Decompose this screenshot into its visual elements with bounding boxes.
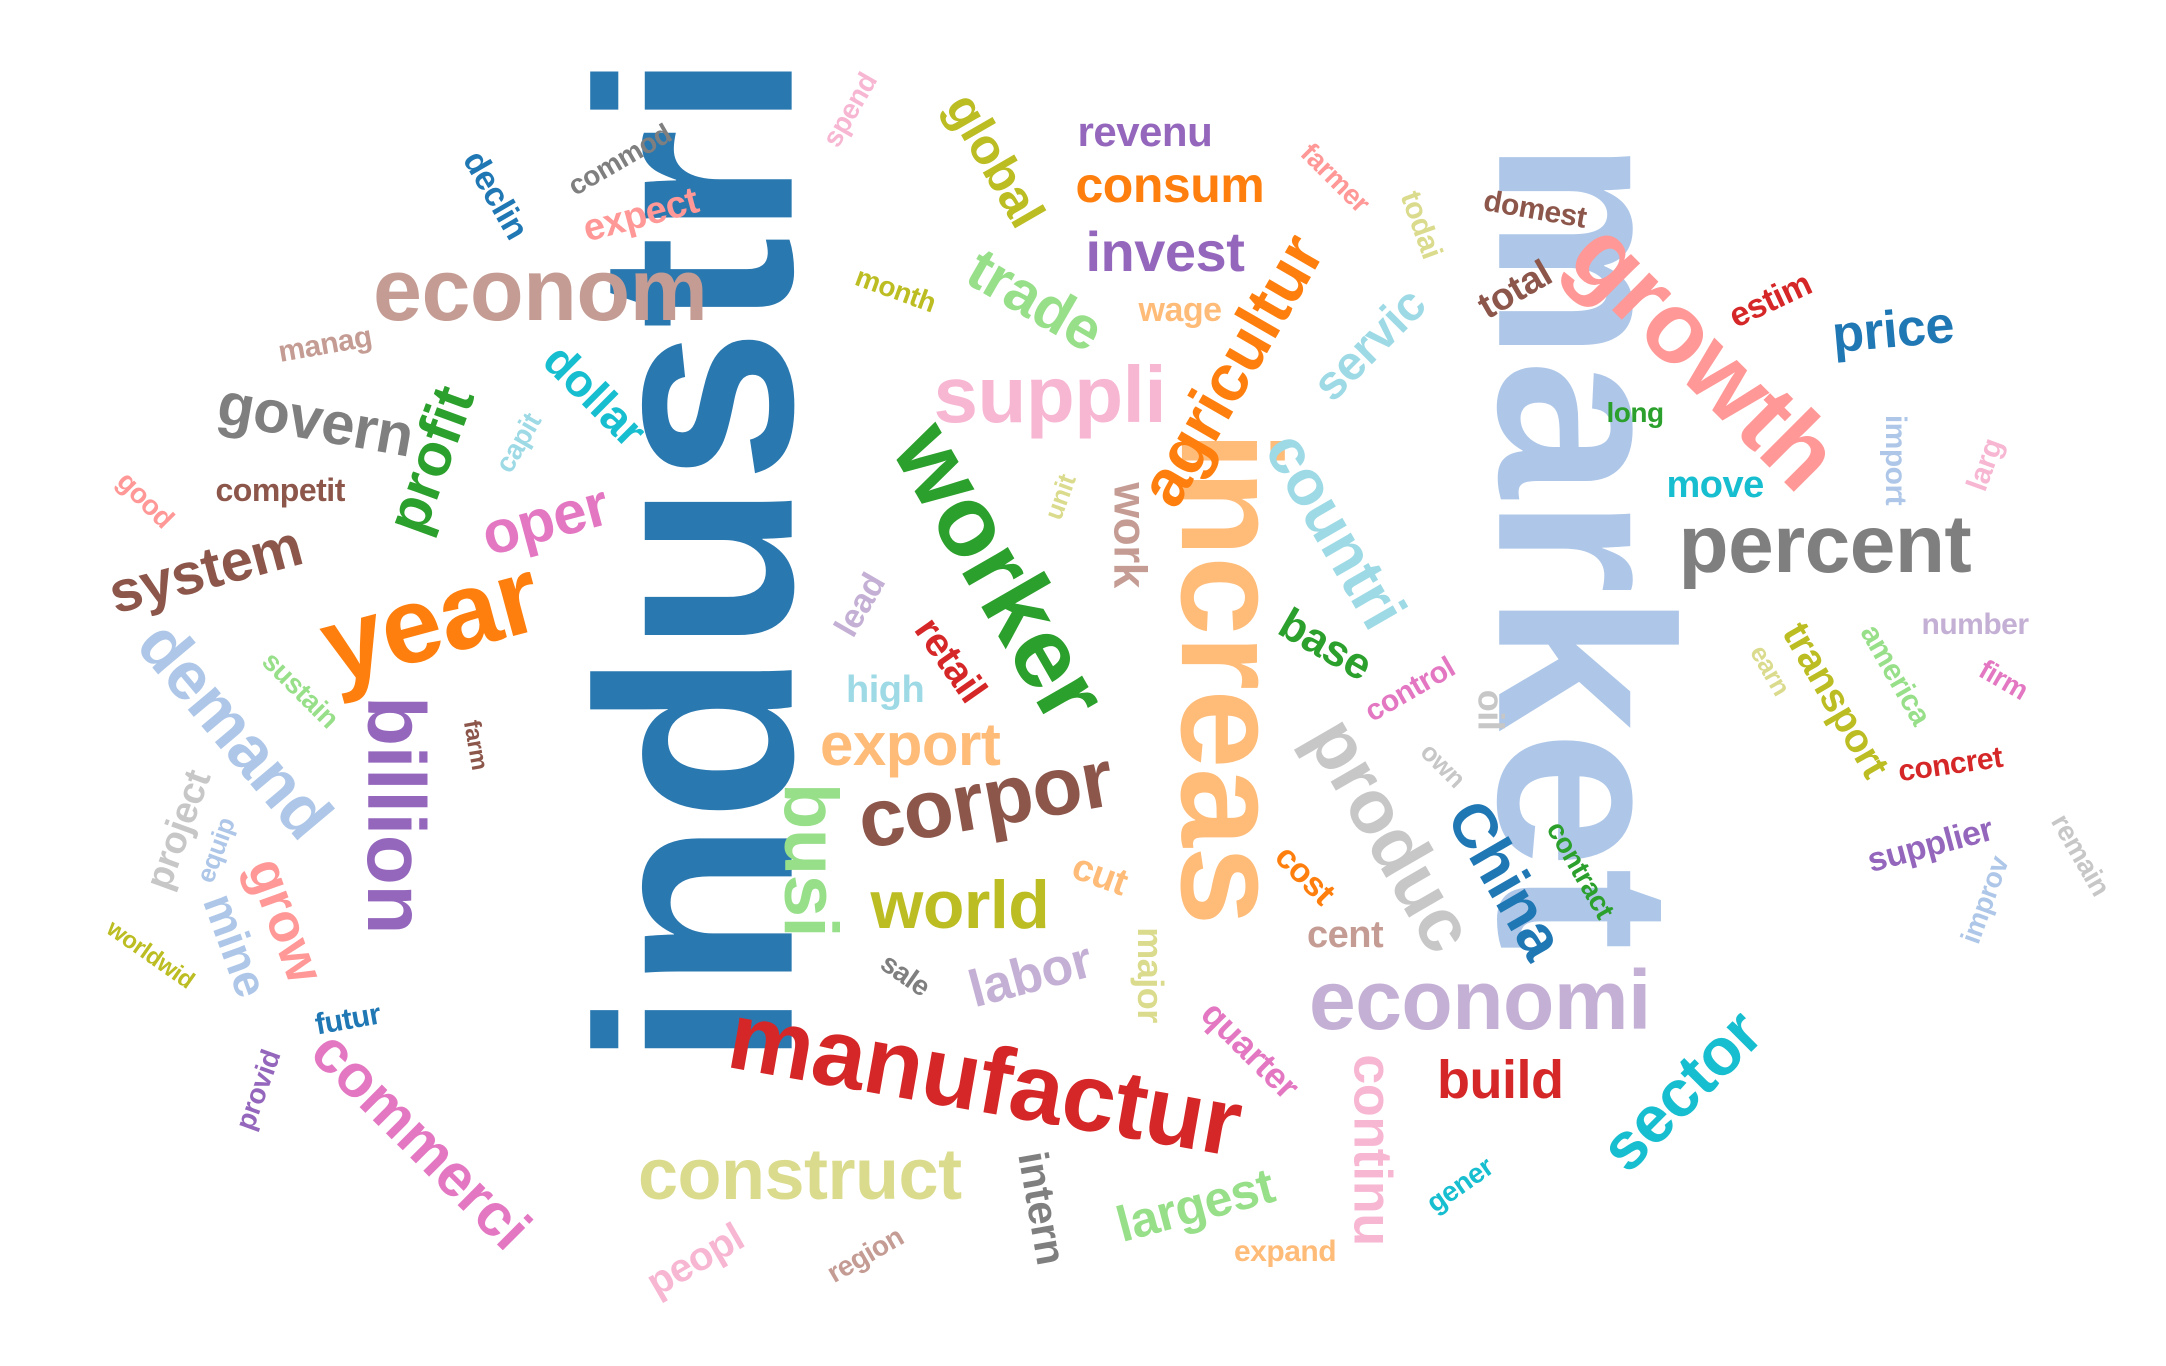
word-expand: expand — [1234, 1235, 1337, 1268]
word-price: price — [1829, 295, 1957, 365]
word-move: move — [1666, 464, 1765, 506]
word-gener: gener — [1420, 1150, 1499, 1219]
word-import: import — [1879, 414, 1913, 506]
word-demand: demand — [122, 606, 347, 854]
word-concret: concret — [1895, 740, 2005, 789]
word-busi: busi — [768, 782, 854, 938]
word-futur: futur — [312, 997, 384, 1042]
word-economi: economi — [1309, 953, 1651, 1047]
word-global: global — [934, 83, 1056, 237]
word-farmer: farmer — [1294, 136, 1377, 219]
word-econom: econom — [373, 240, 708, 339]
word-larg: larg — [1959, 434, 2010, 496]
word-farm: farm — [457, 717, 494, 772]
word-capit: capit — [488, 407, 547, 478]
word-build: build — [1437, 1050, 1564, 1110]
word-billion: billion — [349, 696, 441, 934]
word-year: year — [307, 532, 553, 707]
word-declin: declin — [454, 144, 536, 246]
word-invest: invest — [1085, 220, 1245, 283]
word-system: system — [101, 512, 309, 627]
word-cut: cut — [1066, 845, 1134, 905]
word-export: export — [820, 711, 1001, 778]
word-estim: estim — [1723, 264, 1818, 336]
word-manag: manag — [275, 320, 375, 369]
word-work: work — [1104, 482, 1157, 588]
word-intern: intern — [1009, 1147, 1076, 1268]
word-supplier: supplier — [1863, 810, 1997, 880]
word-todai: todai — [1393, 186, 1448, 263]
word-major: major — [1129, 927, 1171, 1023]
word-peopl: peopl — [638, 1214, 752, 1306]
word-improv: improv — [1954, 852, 2015, 948]
word-remain: remain — [2044, 808, 2116, 901]
word-labor: labor — [962, 930, 1098, 1020]
word-provid: provid — [228, 1045, 286, 1134]
word-revenu: revenu — [1077, 108, 1213, 155]
word-oil: oil — [1469, 689, 1511, 731]
word-number: number — [1921, 608, 2030, 641]
word-suppli: suppli — [933, 350, 1167, 439]
word-month: month — [850, 260, 940, 319]
word-cent: cent — [1307, 914, 1384, 956]
word-sale: sale — [874, 946, 936, 1003]
word-wage: wage — [1138, 291, 1223, 329]
word-commerci: commerci — [298, 1017, 544, 1263]
word-firm: firm — [1973, 653, 2033, 706]
word-high: high — [846, 669, 925, 711]
word-percent: percent — [1678, 499, 1972, 590]
word-unit: unit — [1037, 470, 1082, 524]
word-worldwid: worldwid — [101, 914, 199, 995]
word-world: world — [870, 867, 1050, 943]
word-servic: servic — [1302, 277, 1437, 412]
word-govern: govern — [212, 369, 418, 470]
word-consum: consum — [1075, 157, 1265, 213]
word-construct: construct — [638, 1135, 962, 1215]
word-region: region — [821, 1220, 909, 1289]
word-continu: continu — [1342, 1054, 1403, 1246]
word-control: control — [1359, 650, 1461, 729]
word-long: long — [1606, 397, 1665, 428]
word-competit: competit — [215, 472, 346, 508]
word-good: good — [111, 465, 181, 535]
